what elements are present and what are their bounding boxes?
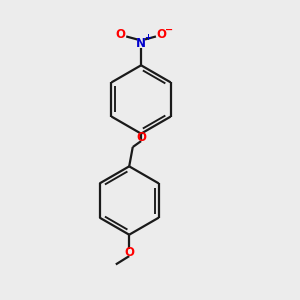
Text: +: + bbox=[144, 33, 151, 42]
Text: O: O bbox=[136, 131, 146, 144]
Text: N: N bbox=[136, 37, 146, 50]
Text: O: O bbox=[124, 246, 134, 259]
Text: O: O bbox=[156, 28, 166, 41]
Text: O: O bbox=[116, 28, 126, 41]
Text: −: − bbox=[165, 25, 173, 35]
